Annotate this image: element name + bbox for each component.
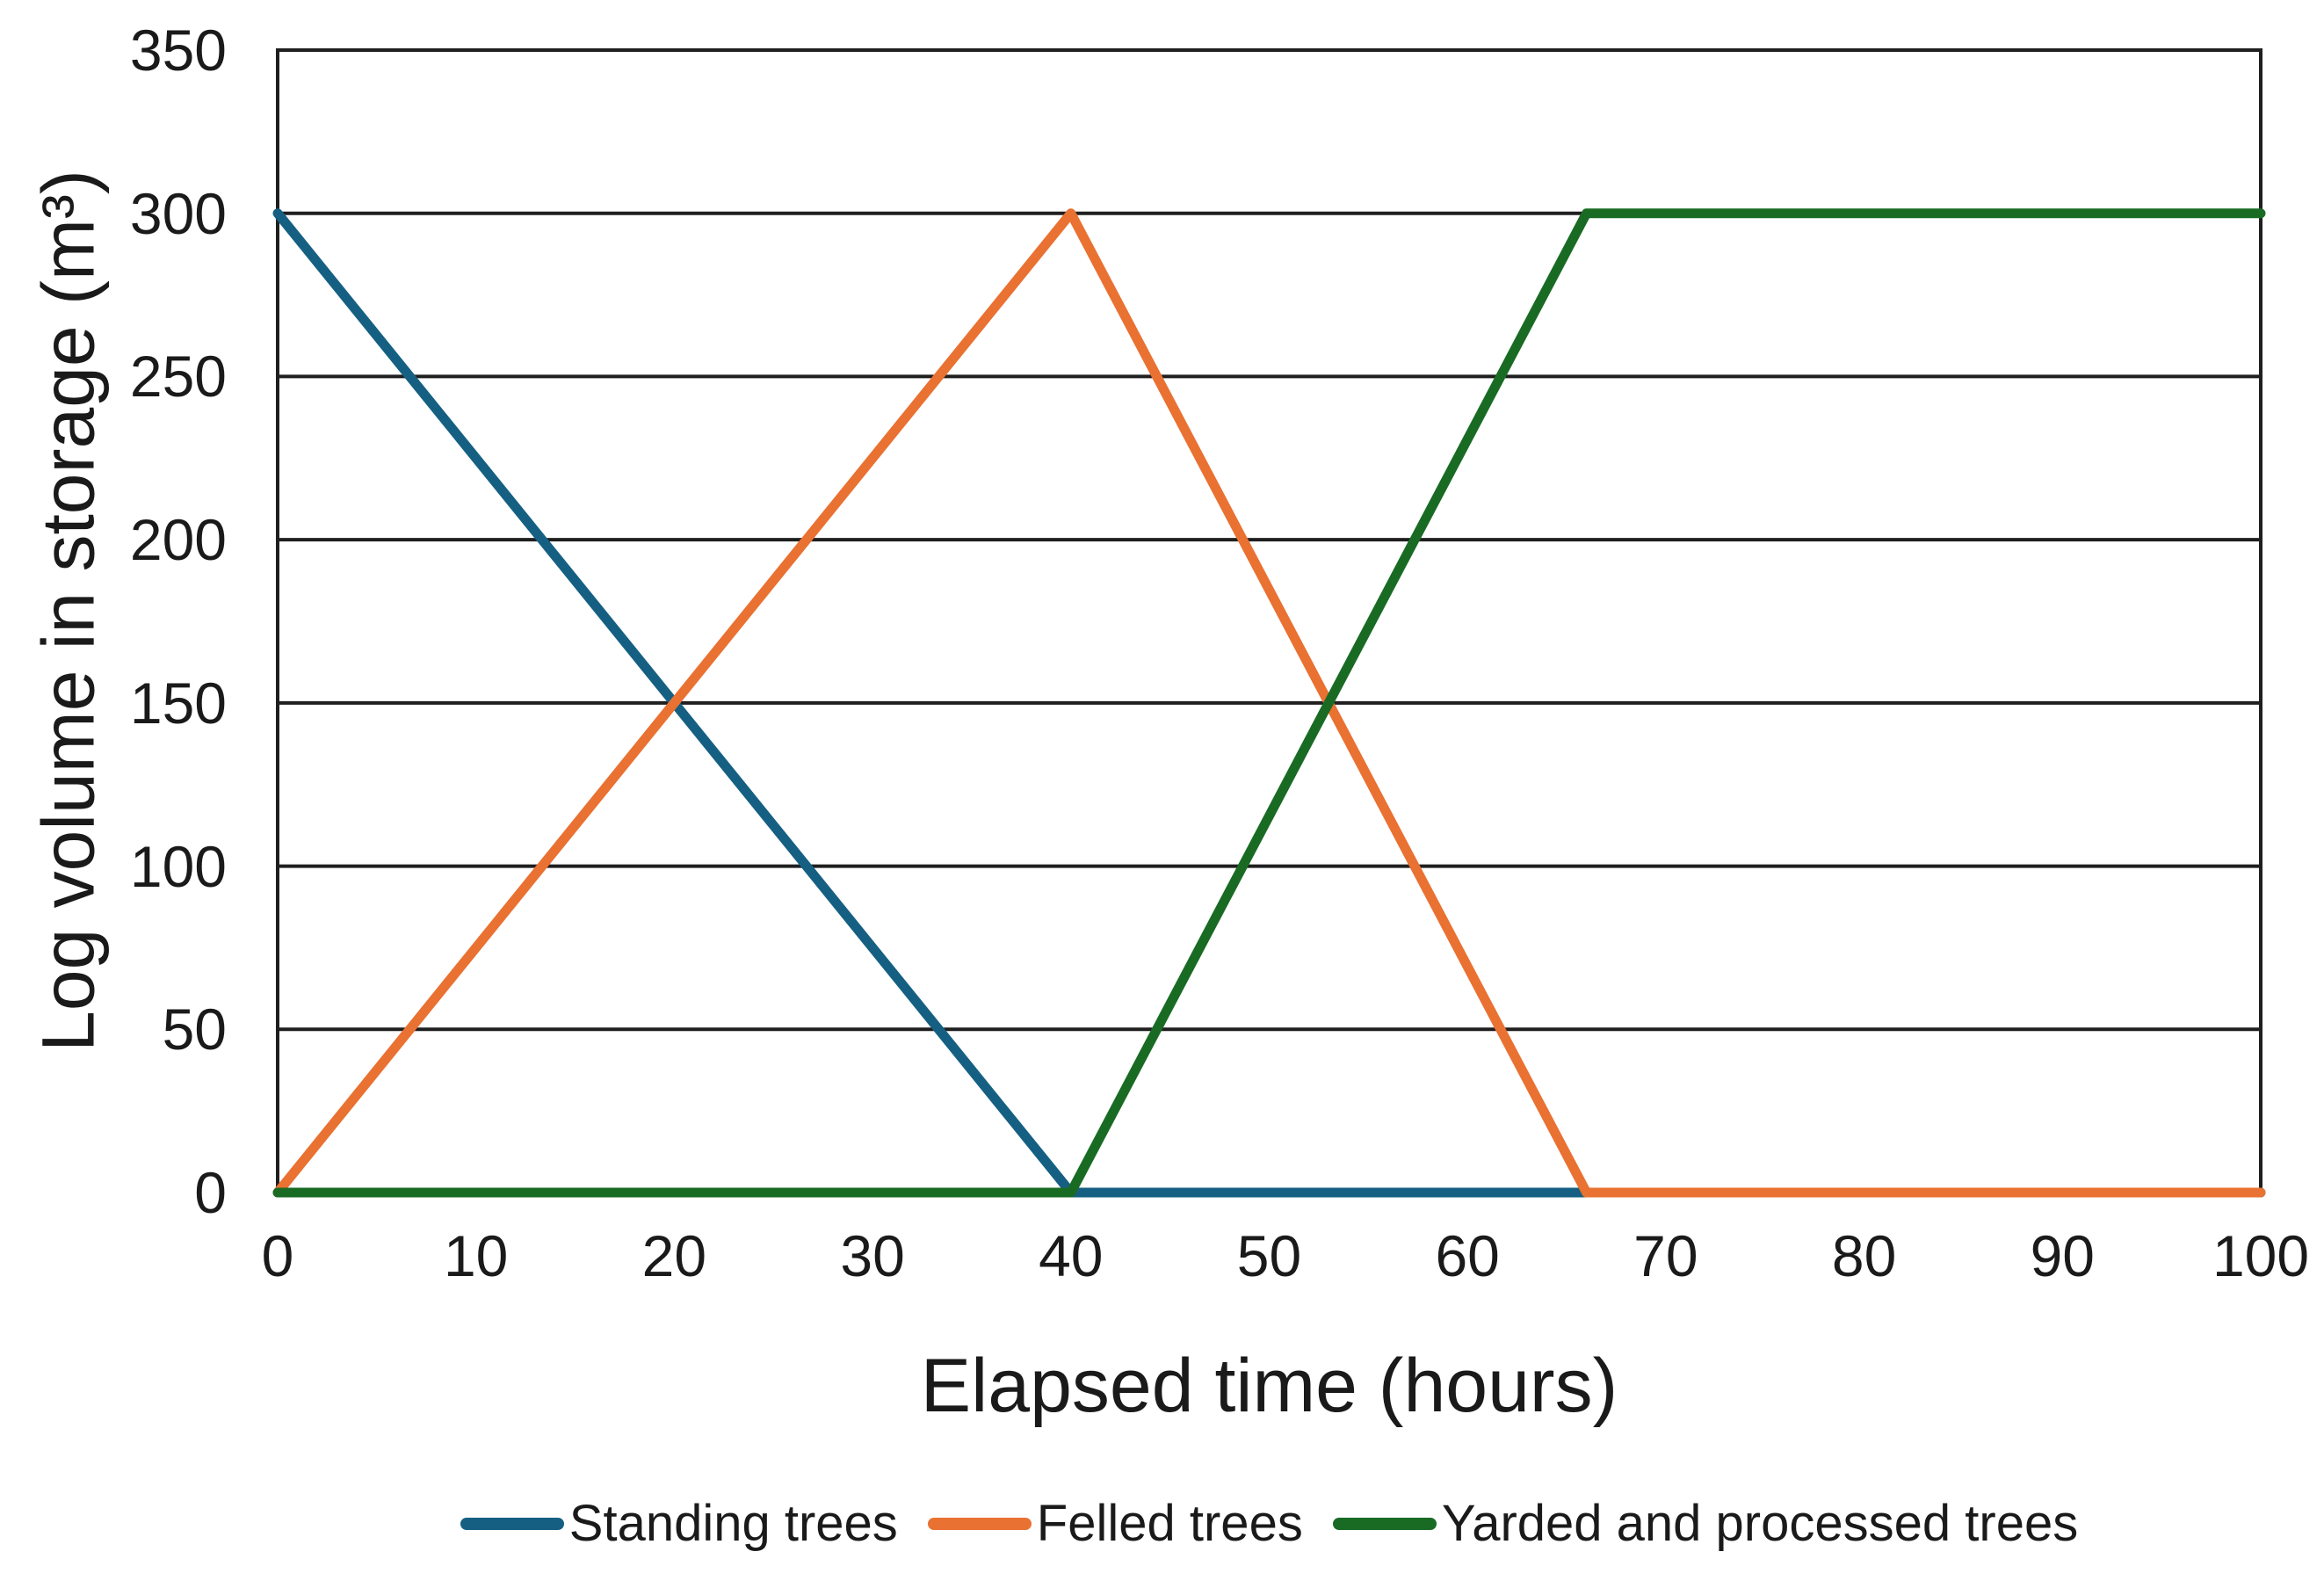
legend-label-yarded-and-processed-trees: Yarded and processed trees [1441, 1495, 2079, 1552]
x-tick-label-90: 90 [2030, 1223, 2096, 1288]
x-tick-label-40: 40 [1039, 1223, 1104, 1288]
legend: Standing trees Felled trees Yarded and pro… [278, 1494, 2261, 1553]
y-tick-label-100: 100 [129, 833, 227, 899]
x-tick-label-10: 10 [443, 1223, 509, 1288]
legend-label-standing-trees: Standing trees [568, 1495, 898, 1552]
legend-swatch-standing-trees [460, 1517, 564, 1530]
x-tick-label-50: 50 [1236, 1223, 1302, 1288]
x-tick-label-70: 70 [1633, 1223, 1698, 1288]
x-tick-label-0: 0 [261, 1223, 294, 1288]
x-tick-label-60: 60 [1435, 1223, 1500, 1288]
legend-item-yarded-and-processed-trees: Yarded and processed trees [1332, 1494, 2079, 1553]
plot-border [276, 48, 2262, 1194]
legend-swatch-felled-trees [927, 1517, 1032, 1530]
x-tick-label-20: 20 [641, 1223, 707, 1288]
legend-item-felled-trees: Felled trees [927, 1494, 1303, 1553]
x-axis-title: Elapsed time (hours) [920, 1344, 1618, 1428]
y-tick-label-0: 0 [194, 1160, 227, 1225]
x-tick-label-30: 30 [840, 1223, 905, 1288]
x-tick-label-80: 80 [1831, 1223, 1897, 1288]
y-tick-label-50: 50 [162, 997, 227, 1062]
legend-swatch-yarded-and-processed-trees [1332, 1517, 1437, 1530]
y-tick-label-150: 150 [129, 670, 227, 736]
y-tick-label-200: 200 [129, 507, 227, 573]
series-line-yarded-and-processed-trees [272, 208, 2266, 1198]
legend-label-felled-trees: Felled trees [1036, 1495, 1303, 1552]
y-axis-title: Log volume in storage (m³) [26, 170, 110, 1052]
y-tick-label-350: 350 [129, 18, 227, 83]
y-tick-label-250: 250 [129, 344, 227, 410]
x-tick-label-100: 100 [2212, 1223, 2310, 1288]
y-tick-label-300: 300 [129, 180, 227, 246]
legend-item-standing-trees: Standing trees [460, 1494, 898, 1553]
